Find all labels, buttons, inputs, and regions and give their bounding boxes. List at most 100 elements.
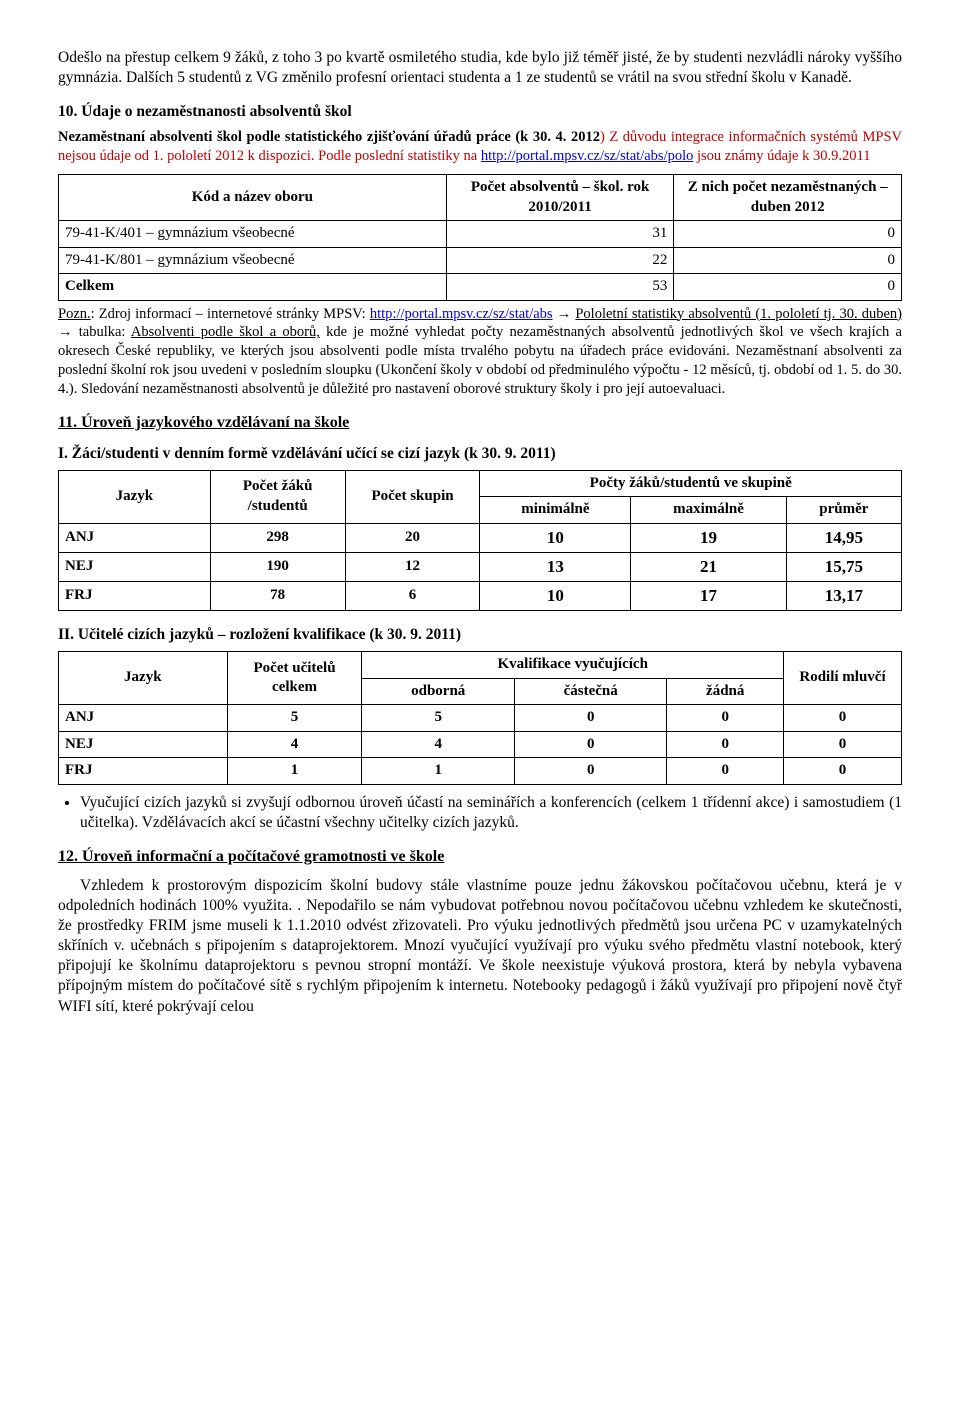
pozn-arrow1: → (553, 306, 576, 322)
subheading-11b: II. Učitelé cizích jazyků – rozložení kv… (58, 625, 902, 645)
c-val: 0 (587, 709, 595, 725)
intro-paragraph: Odešlo na přestup celkem 9 žáků, z toho … (58, 48, 902, 88)
r-val: 0 (839, 762, 847, 778)
cell-celkem: Celkem (59, 274, 447, 301)
sub10-text: Nezaměstnaní absolventi škol podle stati… (58, 129, 600, 145)
th-prum: průměr (786, 497, 901, 524)
cell-s: 20 (345, 523, 480, 552)
cell-p: 78 (210, 581, 345, 610)
cell-o: 4 (362, 731, 515, 758)
th-kod: Kód a název oboru (59, 175, 447, 221)
cell-kod: 79-41-K/401 – gymnázium všeobecné (59, 221, 447, 248)
u-val: 1 (291, 762, 299, 778)
cell-j: NEJ (59, 731, 228, 758)
cell-s: 12 (345, 552, 480, 581)
link-portal-2[interactable]: http://portal.mpsv.cz/sz/stat/abs (370, 306, 553, 322)
j-label: FRJ (65, 587, 93, 603)
s-val: 6 (409, 587, 417, 603)
r-val: 0 (839, 709, 847, 725)
table-row: NEJ 4 4 0 0 0 (59, 731, 902, 758)
cell-j: ANJ (59, 523, 211, 552)
pozn-paragraph: Pozn.: Zdroj informací – internetové str… (58, 305, 902, 399)
bullet-item: Vyučující cizích jazyků si zvyšují odbor… (80, 793, 902, 833)
z-val: 0 (721, 709, 729, 725)
table-absolventi: Kód a název oboru Počet absolventů – ško… (58, 174, 902, 301)
cell-r: 0 (783, 705, 901, 732)
heading-12: 12. Úroveň informační a počítačové gramo… (58, 847, 902, 868)
u-val: 4 (291, 736, 299, 752)
table-row: ANJ 298 20 10 19 14,95 (59, 523, 902, 552)
red-note-2: jsou známy údaje k 30.9.2011 (693, 148, 870, 164)
subheading-10: Nezaměstnaní absolventi škol podle stati… (58, 128, 902, 166)
p-val: 298 (266, 529, 289, 545)
cell-s: 6 (345, 581, 480, 610)
bullet-list: Vyučující cizích jazyků si zvyšují odbor… (58, 793, 902, 833)
table-row-total: Celkem 53 0 (59, 274, 902, 301)
th-odb: odborná (362, 678, 515, 705)
table-jazyky-zaci: Jazyk Počet žáků /studentů Počet skupin … (58, 470, 902, 611)
pozn-t1: : Zdroj informací – internetové stránky … (91, 306, 370, 322)
cell-prum: 14,95 (786, 523, 901, 552)
para-12: Vzhledem k prostorovým dispozicím školní… (58, 876, 902, 1017)
cell-min: 10 (480, 523, 631, 552)
cell-nez: 0 (674, 221, 902, 248)
table-row: 79-41-K/801 – gymnázium všeobecné 22 0 (59, 247, 902, 274)
cell-c: 0 (514, 758, 666, 785)
cell-u: 1 (227, 758, 362, 785)
th-jazyk: Jazyk (59, 470, 211, 523)
j-label: NEJ (65, 736, 93, 752)
j-label: FRJ (65, 762, 93, 778)
cell-abs: 22 (446, 247, 674, 274)
table-row: NEJ 190 12 13 21 15,75 (59, 552, 902, 581)
cell-prum: 15,75 (786, 552, 901, 581)
cell-c: 0 (514, 731, 666, 758)
cell-u: 4 (227, 731, 362, 758)
table-row: 79-41-K/401 – gymnázium všeobecné 31 0 (59, 221, 902, 248)
j-label: ANJ (65, 529, 94, 545)
s-val: 12 (405, 558, 420, 574)
cell-c: 0 (514, 705, 666, 732)
th-jazyk2: Jazyk (59, 652, 228, 705)
th-min: minimálně (480, 497, 631, 524)
p-val: 190 (266, 558, 289, 574)
pozn-label: Pozn. (58, 306, 91, 322)
o-val: 4 (434, 736, 442, 752)
cell-r: 0 (783, 758, 901, 785)
cell-z: 0 (667, 731, 784, 758)
th-abs: Počet absolventů – škol. rok 2010/2011 (446, 175, 674, 221)
cell-p: 298 (210, 523, 345, 552)
table-row: FRJ 78 6 10 17 13,17 (59, 581, 902, 610)
cell-abs: 31 (446, 221, 674, 248)
link-portal-1[interactable]: http://portal.mpsv.cz/sz/stat/abs/polo (481, 148, 694, 164)
cell-max: 17 (631, 581, 786, 610)
p-val: 78 (270, 587, 285, 603)
cell-prum: 13,17 (786, 581, 901, 610)
cell-celkem-abs: 53 (446, 274, 674, 301)
th-rod: Rodilí mluvčí (783, 652, 901, 705)
table-row: ANJ 5 5 0 0 0 (59, 705, 902, 732)
heading-11: 11. Úroveň jazykového vzdělávaní na škol… (58, 413, 902, 434)
cell-j: ANJ (59, 705, 228, 732)
cell-o: 5 (362, 705, 515, 732)
pozn-u1: Pololetní statistiky absolventů (1. polo… (575, 306, 902, 322)
th-kval: Kvalifikace vyučujících (362, 652, 784, 679)
cell-j: FRJ (59, 581, 211, 610)
th-cast: částečná (514, 678, 666, 705)
cell-r: 0 (783, 731, 901, 758)
celkem-label: Celkem (65, 278, 114, 294)
cell-min: 10 (480, 581, 631, 610)
cell-o: 1 (362, 758, 515, 785)
th-pocet: Počet žáků /studentů (210, 470, 345, 523)
th-skupin: Počet skupin (345, 470, 480, 523)
th-max: maximálně (631, 497, 786, 524)
cell-kod: 79-41-K/801 – gymnázium všeobecné (59, 247, 447, 274)
heading-10: 10. Údaje o nezaměstnanosti absolventů š… (58, 102, 902, 122)
th-zad: žádná (667, 678, 784, 705)
th-nez: Z nich počet nezaměstnaných – duben 2012 (674, 175, 902, 221)
cell-nez: 0 (674, 247, 902, 274)
cell-z: 0 (667, 705, 784, 732)
c-val: 0 (587, 762, 595, 778)
z-val: 0 (721, 762, 729, 778)
cell-max: 21 (631, 552, 786, 581)
table-row: FRJ 1 1 0 0 0 (59, 758, 902, 785)
